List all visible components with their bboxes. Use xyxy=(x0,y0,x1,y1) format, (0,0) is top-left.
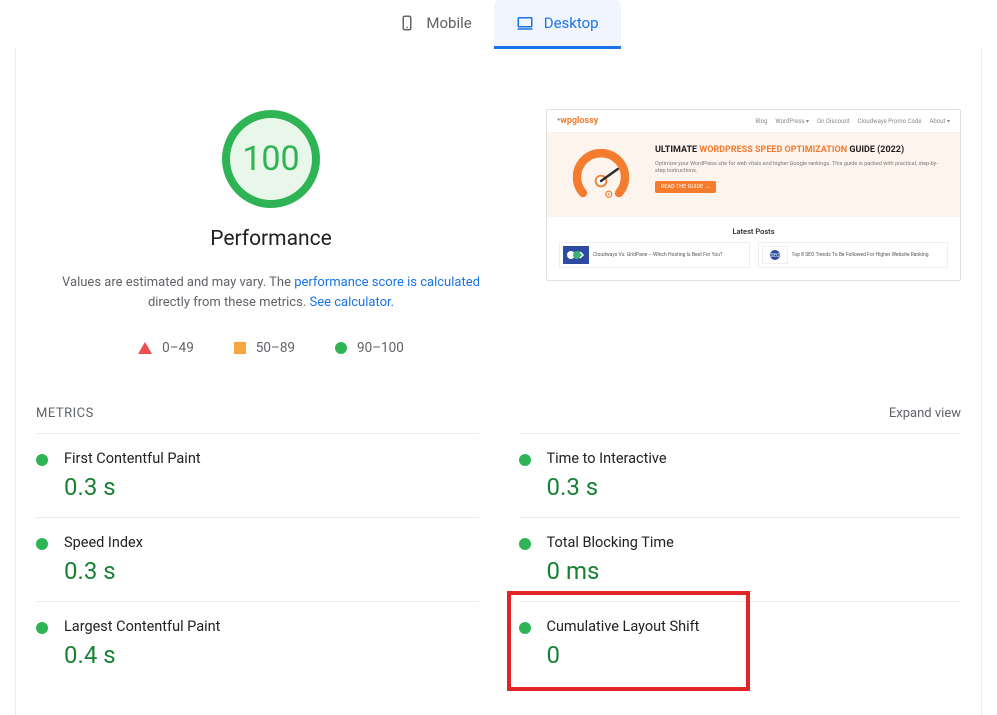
metric-name: Speed Index xyxy=(64,534,479,551)
status-dot-icon xyxy=(519,538,531,550)
thumb-hero-button: READ THE GUIDE → xyxy=(655,181,716,193)
status-dot-icon xyxy=(36,454,48,466)
mobile-icon xyxy=(398,14,416,32)
metric-item: Time to Interactive 0.3 s xyxy=(519,433,962,517)
metric-name: Total Blocking Time xyxy=(547,534,962,551)
tab-mobile[interactable]: Mobile xyxy=(376,0,493,49)
legend-good-label: 90–100 xyxy=(357,340,404,356)
metric-item: First Contentful Paint 0.3 s xyxy=(36,433,479,517)
score-section: 100 Performance Values are estimated and… xyxy=(36,109,506,356)
score-gauge: 100 xyxy=(221,109,321,209)
tab-mobile-label: Mobile xyxy=(426,14,471,32)
desktop-icon xyxy=(516,14,534,32)
square-icon xyxy=(234,342,246,354)
metric-name: Largest Contentful Paint xyxy=(64,618,479,635)
metric-item: Speed Index 0.3 s xyxy=(36,517,479,601)
page-thumbnail: •wpglossy Blog WordPress ▾ On Discount C… xyxy=(546,109,961,281)
disclaimer-text: Values are estimated and may vary. The p… xyxy=(61,273,481,312)
tab-desktop-label: Desktop xyxy=(544,14,599,32)
thumb-nav: Blog WordPress ▾ On Discount Cloudways P… xyxy=(755,118,950,125)
thumb-nav-item: About ▾ xyxy=(930,118,950,125)
metric-value: 0.3 s xyxy=(64,557,479,585)
svg-text:SEO: SEO xyxy=(770,253,780,259)
status-dot-icon xyxy=(36,622,48,634)
speedometer-icon xyxy=(571,145,631,205)
device-tabs: Mobile Desktop xyxy=(0,0,997,49)
page-thumbnail-col: •wpglossy Blog WordPress ▾ On Discount C… xyxy=(546,109,961,356)
status-dot-icon xyxy=(519,454,531,466)
metrics-heading: METRICS xyxy=(36,406,94,421)
thumb-nav-item: Blog xyxy=(755,118,767,125)
metric-name: Cumulative Layout Shift xyxy=(547,618,962,635)
thumb-nav-item: Cloudways Promo Code xyxy=(858,118,922,125)
metric-value: 0.3 s xyxy=(64,473,479,501)
disclaimer-mid: directly from these metrics. xyxy=(148,295,310,310)
legend-fail-label: 0–49 xyxy=(162,340,194,356)
circle-icon xyxy=(335,342,347,354)
legend-avg: 50–89 xyxy=(234,340,295,356)
metric-value: 0 ms xyxy=(547,557,962,585)
thumb-latest-heading: Latest Posts xyxy=(547,217,960,242)
legend-avg-label: 50–89 xyxy=(256,340,295,356)
thumb-hero-sub: Optimize your WordPress site for web vit… xyxy=(655,161,946,175)
see-calculator-link[interactable]: See calculator. xyxy=(309,295,394,310)
score-legend: 0–49 50–89 90–100 xyxy=(138,340,404,356)
thumb-post: Cloudways Vs. GridPane – Which Hosting I… xyxy=(559,242,750,268)
score-value: 100 xyxy=(221,109,321,209)
metric-item: Total Blocking Time 0 ms xyxy=(519,517,962,601)
perf-score-calc-link[interactable]: performance score is calculated xyxy=(294,275,480,290)
thumb-post: SEO Top 8 SEO Trends To Be Followed For … xyxy=(758,242,949,268)
score-label: Performance xyxy=(210,227,331,251)
metric-value: 0.4 s xyxy=(64,641,479,669)
metric-value: 0.3 s xyxy=(547,473,962,501)
metric-value: 0 xyxy=(547,641,962,669)
legend-good: 90–100 xyxy=(335,340,404,356)
thumb-nav-item: On Discount xyxy=(817,118,850,125)
legend-fail: 0–49 xyxy=(138,340,194,356)
status-dot-icon xyxy=(36,538,48,550)
tab-desktop[interactable]: Desktop xyxy=(494,0,621,49)
status-dot-icon xyxy=(519,622,531,634)
thumb-nav-item: WordPress ▾ xyxy=(775,118,809,125)
metric-item: Largest Contentful Paint 0.4 s xyxy=(36,601,479,685)
thumb-hero-title: ULTIMATE WORDPRESS SPEED OPTIMIZATION GU… xyxy=(655,145,946,157)
triangle-icon xyxy=(138,342,152,354)
metric-name: Time to Interactive xyxy=(547,450,962,467)
metrics-grid: First Contentful Paint0.3 sTime to Inter… xyxy=(16,421,981,685)
metric-item: Cumulative Layout Shift 0 xyxy=(519,601,962,685)
disclaimer-pre: Values are estimated and may vary. The xyxy=(62,275,294,290)
expand-view-toggle[interactable]: Expand view xyxy=(889,406,961,421)
metric-name: First Contentful Paint xyxy=(64,450,479,467)
thumb-logo: •wpglossy xyxy=(557,116,598,126)
